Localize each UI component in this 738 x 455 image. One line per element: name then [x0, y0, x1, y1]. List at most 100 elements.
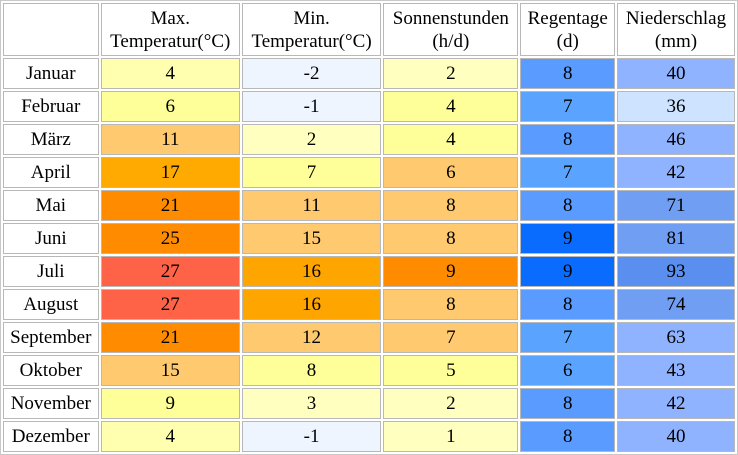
month-label: Dezember [3, 421, 99, 452]
max-temp-cell: 21 [100, 190, 240, 221]
header-max-temp: Max. Temperatur(°C) [100, 3, 240, 56]
rain-days-cell: 8 [520, 190, 615, 221]
table-row: Oktober 15 8 5 6 43 [3, 355, 735, 386]
header-sunshine-hours: Sonnenstunden (h/d) [383, 3, 519, 56]
min-temp-cell: 7 [241, 157, 382, 188]
rain-days-cell: 9 [520, 223, 615, 254]
rain-days-cell: 7 [520, 91, 615, 122]
precipitation-cell: 46 [617, 124, 735, 155]
max-temp-cell: 15 [100, 355, 240, 386]
sunshine-cell: 4 [383, 124, 519, 155]
max-temp-cell: 27 [100, 289, 240, 320]
rain-days-cell: 8 [520, 124, 615, 155]
table-row: November 9 3 2 8 42 [3, 388, 735, 419]
header-line2: Temperatur(°C) [251, 30, 372, 52]
table-row: August 27 16 8 8 74 [3, 289, 735, 320]
header-line1: Max. [150, 7, 191, 29]
max-temp-cell: 4 [100, 421, 240, 452]
table-body: Januar 4 -2 2 8 40 Februar 6 -1 4 7 36 März 11 2 4 8 46 Ap… [3, 58, 735, 452]
sunshine-cell: 5 [383, 355, 519, 386]
month-label: Mai [3, 190, 99, 221]
sunshine-cell: 8 [383, 289, 519, 320]
header-line1: Regentage [527, 7, 608, 29]
header-line1: Sonnenstunden [392, 7, 509, 29]
min-temp-cell: 12 [241, 322, 382, 353]
header-rain-days: Regentage (d) [520, 3, 615, 56]
month-label: April [3, 157, 99, 188]
table-row: Dezember 4 -1 1 8 40 [3, 421, 735, 452]
rain-days-cell: 9 [520, 256, 615, 287]
precipitation-cell: 74 [617, 289, 735, 320]
header-row: Max. Temperatur(°C) Min. Temperatur(°C) So… [3, 3, 735, 56]
month-label: März [3, 124, 99, 155]
sunshine-cell: 8 [383, 223, 519, 254]
max-temp-cell: 6 [100, 91, 240, 122]
header-min-temp: Min. Temperatur(°C) [241, 3, 382, 56]
month-label: Oktober [3, 355, 99, 386]
month-label: September [3, 322, 99, 353]
month-label: Februar [3, 91, 99, 122]
rain-days-cell: 8 [520, 388, 615, 419]
table-row: April 17 7 6 7 42 [3, 157, 735, 188]
precipitation-cell: 42 [617, 157, 735, 188]
table-row: Januar 4 -2 2 8 40 [3, 58, 735, 89]
precipitation-cell: 40 [617, 421, 735, 452]
month-label: Januar [3, 58, 99, 89]
min-temp-cell: -1 [241, 91, 382, 122]
sunshine-cell: 7 [383, 322, 519, 353]
month-label: Juli [3, 256, 99, 287]
precipitation-cell: 40 [617, 58, 735, 89]
month-label: Juni [3, 223, 99, 254]
min-temp-cell: 2 [241, 124, 382, 155]
precipitation-cell: 63 [617, 322, 735, 353]
max-temp-cell: 9 [100, 388, 240, 419]
min-temp-cell: 16 [241, 289, 382, 320]
max-temp-cell: 4 [100, 58, 240, 89]
rain-days-cell: 7 [520, 322, 615, 353]
table-row: Juli 27 16 9 9 93 [3, 256, 735, 287]
table-header: Max. Temperatur(°C) Min. Temperatur(°C) So… [3, 3, 735, 56]
header-line2: (d) [556, 30, 579, 52]
max-temp-cell: 11 [100, 124, 240, 155]
precipitation-cell: 81 [617, 223, 735, 254]
max-temp-cell: 25 [100, 223, 240, 254]
sunshine-cell: 2 [383, 58, 519, 89]
rain-days-cell: 7 [520, 157, 615, 188]
header-line2: (h/d) [432, 30, 470, 52]
min-temp-cell: 8 [241, 355, 382, 386]
precipitation-cell: 42 [617, 388, 735, 419]
table-row: Februar 6 -1 4 7 36 [3, 91, 735, 122]
header-precipitation: Niederschlag (mm) [617, 3, 735, 56]
min-temp-cell: 15 [241, 223, 382, 254]
precipitation-cell: 93 [617, 256, 735, 287]
sunshine-cell: 9 [383, 256, 519, 287]
min-temp-cell: -2 [241, 58, 382, 89]
precipitation-cell: 71 [617, 190, 735, 221]
table-row: September 21 12 7 7 63 [3, 322, 735, 353]
header-line1: Min. [293, 7, 330, 29]
min-temp-cell: 3 [241, 388, 382, 419]
table-row: Mai 21 11 8 8 71 [3, 190, 735, 221]
max-temp-cell: 17 [100, 157, 240, 188]
sunshine-cell: 2 [383, 388, 519, 419]
corner-cell [3, 3, 99, 56]
precipitation-cell: 36 [617, 91, 735, 122]
precipitation-cell: 43 [617, 355, 735, 386]
table-row: März 11 2 4 8 46 [3, 124, 735, 155]
min-temp-cell: 11 [241, 190, 382, 221]
sunshine-cell: 4 [383, 91, 519, 122]
sunshine-cell: 1 [383, 421, 519, 452]
rain-days-cell: 6 [520, 355, 615, 386]
month-label: November [3, 388, 99, 419]
min-temp-cell: 16 [241, 256, 382, 287]
header-line2: (mm) [654, 30, 698, 52]
rain-days-cell: 8 [520, 289, 615, 320]
max-temp-cell: 21 [100, 322, 240, 353]
rain-days-cell: 8 [520, 58, 615, 89]
header-line1: Niederschlag [625, 7, 727, 29]
month-label: August [3, 289, 99, 320]
max-temp-cell: 27 [100, 256, 240, 287]
table-row: Juni 25 15 8 9 81 [3, 223, 735, 254]
sunshine-cell: 8 [383, 190, 519, 221]
